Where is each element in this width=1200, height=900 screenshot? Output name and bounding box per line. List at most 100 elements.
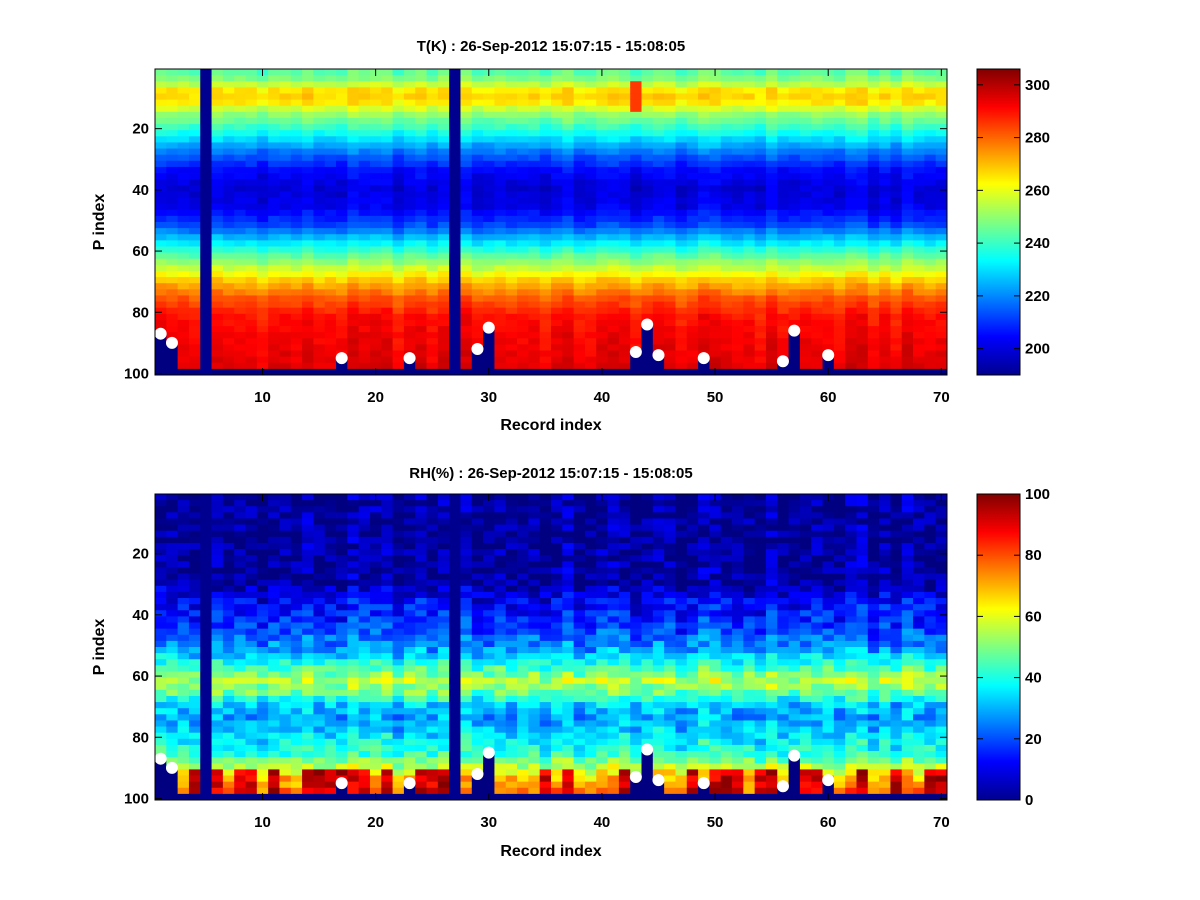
heatmap-cell (211, 518, 224, 525)
heatmap-cell (720, 356, 733, 364)
heatmap-cell (222, 622, 235, 630)
heatmap-cell (290, 69, 303, 76)
heatmap-cell (268, 111, 280, 119)
heatmap-cell (471, 338, 484, 345)
heatmap-cell (234, 567, 246, 574)
heatmap-cell (415, 154, 427, 162)
heatmap-cell (630, 203, 642, 211)
heatmap-cell (584, 166, 597, 174)
heatmap-cell (799, 234, 812, 241)
heatmap-cell (505, 264, 518, 272)
heatmap-cell (177, 111, 190, 119)
heatmap-cell (177, 142, 190, 149)
heatmap-cell (505, 295, 518, 302)
heatmap-cell (313, 702, 326, 709)
heatmap-cell (539, 160, 552, 168)
heatmap-cell (460, 555, 473, 562)
heatmap-cell (630, 136, 642, 143)
heatmap-cell (935, 240, 948, 247)
heatmap-cell (245, 757, 258, 764)
heatmap-cell (630, 246, 642, 253)
heatmap-cell (879, 338, 891, 345)
heatmap-cell (517, 277, 529, 284)
heatmap-cell (607, 283, 620, 290)
heatmap-cell (652, 93, 665, 100)
heatmap-cell (686, 240, 699, 247)
heatmap-cell (618, 197, 631, 205)
heatmap-cell (924, 246, 937, 253)
heatmap-cell (460, 536, 473, 544)
heatmap-cell (403, 640, 416, 648)
heatmap-cell (381, 671, 393, 678)
heatmap-cell (856, 124, 869, 131)
heatmap-cell (426, 283, 439, 290)
heatmap-cell (460, 344, 473, 351)
heatmap-cell (279, 567, 292, 574)
heatmap-cell (709, 240, 722, 247)
heatmap-cell (618, 319, 631, 327)
heatmap-cell (811, 185, 823, 192)
heatmap-cell (302, 763, 314, 770)
heatmap-cell (630, 81, 642, 88)
heatmap-cell (505, 124, 518, 131)
heatmap-cell (686, 356, 699, 364)
heatmap-cell (324, 283, 337, 290)
heatmap-cell (720, 332, 733, 339)
heatmap-cell (596, 166, 608, 174)
heatmap-cell (279, 714, 292, 721)
heatmap-cell (403, 87, 416, 94)
heatmap-cell (913, 105, 925, 113)
heatmap-cell (709, 301, 722, 309)
heatmap-cell (302, 117, 314, 125)
heatmap-cell (901, 283, 914, 290)
heatmap-cell (799, 173, 812, 180)
heatmap-cell (890, 105, 903, 113)
heatmap-cell (732, 246, 744, 253)
heatmap-cell (811, 142, 823, 149)
heatmap-cell (652, 69, 665, 76)
heatmap-cell (867, 111, 880, 119)
heatmap-cell (483, 726, 495, 734)
heatmap-cell (913, 240, 925, 247)
heatmap-cell (845, 124, 857, 131)
heatmap-cell (539, 252, 552, 260)
heatmap-cell (245, 283, 258, 290)
heatmap-cell (426, 154, 439, 162)
heatmap-cell (743, 209, 756, 217)
heatmap-cell (415, 695, 427, 703)
heatmap-cell (584, 117, 597, 125)
heatmap-cell (290, 738, 303, 746)
heatmap-cell (256, 332, 269, 339)
heatmap-cell (211, 738, 224, 746)
heatmap-cell (754, 136, 767, 143)
heatmap-cell (765, 350, 778, 358)
heatmap-cell (211, 185, 224, 192)
heatmap-cell (234, 536, 246, 544)
heatmap-cell (460, 69, 473, 76)
heatmap-cell (290, 622, 303, 630)
heatmap-cell (822, 203, 835, 211)
heatmap-cell (505, 203, 518, 211)
heatmap-cell (494, 270, 507, 278)
heatmap-cell (562, 185, 575, 192)
heatmap-cell (177, 708, 190, 715)
heatmap-cell (562, 99, 575, 107)
heatmap-cell (551, 154, 563, 162)
heatmap-cell (426, 313, 439, 321)
heatmap-cell (347, 738, 360, 746)
heatmap-cell (268, 695, 280, 703)
heatmap-cell (471, 518, 484, 525)
heatmap-cell (256, 252, 269, 260)
heatmap-cell (505, 542, 518, 550)
heatmap-cell (709, 142, 722, 149)
heatmap-cell (177, 751, 190, 758)
heatmap-cell (256, 197, 269, 205)
heatmap-cell (652, 307, 665, 315)
heatmap-cell (754, 301, 767, 309)
heatmap-cell (879, 185, 891, 192)
heatmap-cell (460, 301, 473, 309)
heatmap-cell (732, 344, 744, 351)
heatmap-cell (234, 234, 246, 241)
heatmap-cell (166, 647, 179, 654)
heatmap-cell (211, 671, 224, 678)
